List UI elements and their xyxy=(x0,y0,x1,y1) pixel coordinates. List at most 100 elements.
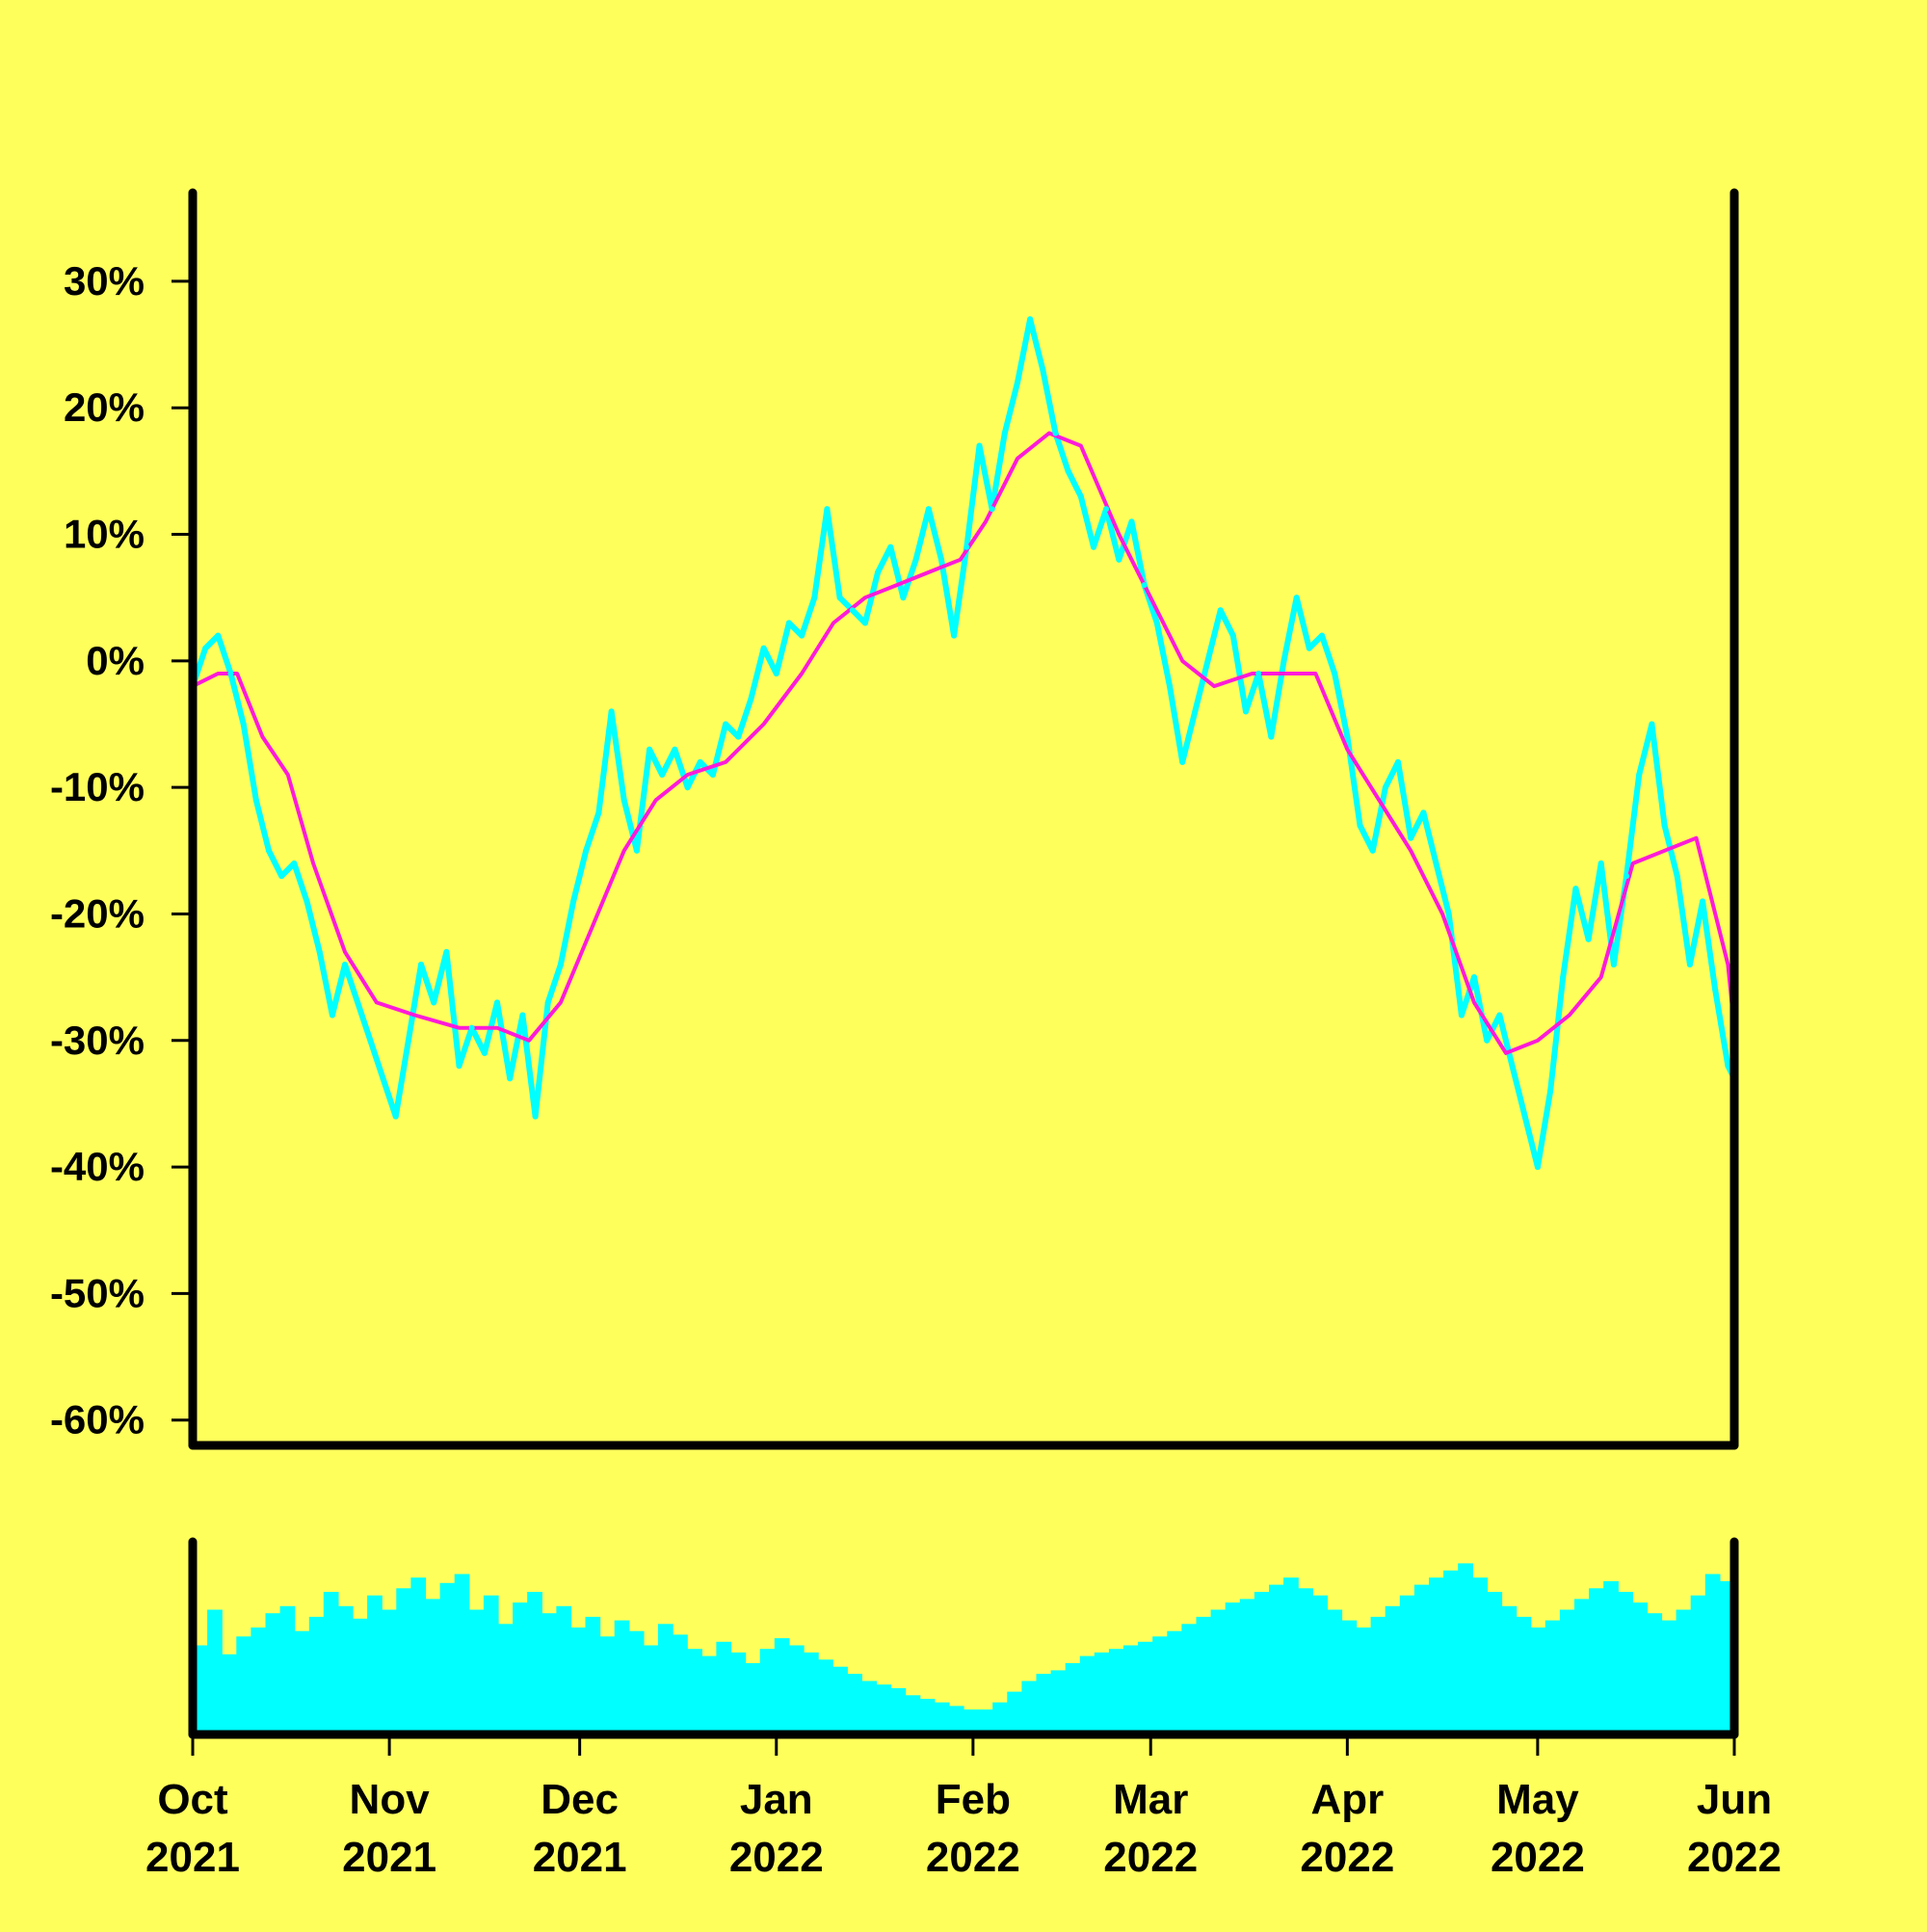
data-point xyxy=(773,671,779,676)
data-point xyxy=(1128,518,1135,525)
data-point xyxy=(468,1024,475,1031)
x-tick-label-year: 2021 xyxy=(342,1834,436,1881)
x-tick-label-month: May xyxy=(1496,1776,1579,1823)
data-point xyxy=(1332,671,1338,676)
volume-bar xyxy=(1269,1584,1284,1734)
volume-bar xyxy=(861,1681,877,1734)
volume-bar xyxy=(367,1595,383,1734)
data-point xyxy=(544,999,551,1006)
data-point xyxy=(1192,708,1199,715)
data-point xyxy=(1572,886,1579,892)
volume-bar xyxy=(483,1595,499,1734)
volume-bar xyxy=(978,1709,993,1734)
volume-bar xyxy=(498,1624,514,1734)
volume-bar xyxy=(527,1592,542,1734)
volume-bar xyxy=(1399,1595,1415,1734)
volume-bar xyxy=(628,1630,645,1734)
data-point xyxy=(1040,366,1046,373)
volume-bar xyxy=(222,1654,237,1735)
volume-bar xyxy=(1108,1649,1124,1734)
data-point xyxy=(367,1037,374,1044)
x-tick-label-month: Jun xyxy=(1697,1776,1772,1823)
data-point xyxy=(1204,657,1211,664)
volume-bar xyxy=(1385,1605,1401,1734)
volume-bar xyxy=(876,1684,892,1734)
data-point xyxy=(1229,632,1236,639)
volume-bar xyxy=(658,1624,673,1734)
data-point xyxy=(1369,847,1376,854)
volume-bar xyxy=(599,1636,616,1735)
data-point xyxy=(1116,556,1122,563)
data-point xyxy=(494,999,500,1006)
data-point xyxy=(1509,1063,1516,1070)
volume-bar xyxy=(818,1659,833,1734)
data-point xyxy=(608,708,615,715)
volume-bar xyxy=(1618,1592,1633,1734)
data-point xyxy=(227,671,234,676)
data-point xyxy=(1027,316,1034,323)
data-point xyxy=(481,1049,488,1056)
volume-bar xyxy=(847,1674,862,1734)
volume-bar xyxy=(1312,1595,1328,1734)
volume-bar xyxy=(745,1663,761,1734)
y-tick-label: -60% xyxy=(50,1397,145,1442)
y-tick-label: -20% xyxy=(50,890,145,936)
volume-bar xyxy=(948,1706,964,1734)
data-point xyxy=(925,506,932,513)
volume-bar xyxy=(337,1605,354,1734)
data-point xyxy=(202,645,209,651)
main-plot-panel: 30% 20% 10% 0% -10% -20% -30% -40% -50% -60% xyxy=(50,188,1739,1450)
volume-bar xyxy=(730,1652,747,1734)
y-tick-label: -40% xyxy=(50,1144,145,1189)
data-point xyxy=(355,999,361,1006)
volume-bar xyxy=(236,1636,251,1735)
volume-bar xyxy=(1341,1620,1358,1734)
data-point xyxy=(735,733,742,740)
data-point xyxy=(976,442,983,449)
y-axis: 30% 20% 10% 0% -10% -20% -30% -40% -50% -60% xyxy=(50,258,191,1442)
x-tick-label-month: Mar xyxy=(1113,1776,1188,1823)
data-point xyxy=(1408,834,1414,841)
volume-bar xyxy=(1225,1602,1241,1734)
volume-bar xyxy=(1196,1616,1212,1734)
x-tick-label-year: 2022 xyxy=(926,1834,1020,1881)
volume-bar xyxy=(556,1605,572,1734)
volume-bar xyxy=(1647,1613,1663,1734)
data-point xyxy=(557,962,564,967)
x-tick-label-year: 2022 xyxy=(1687,1834,1782,1881)
data-point xyxy=(799,632,805,639)
data-point xyxy=(1547,1088,1554,1095)
data-point xyxy=(1077,493,1084,500)
x-tick-label-month: Jan xyxy=(740,1776,813,1823)
data-point xyxy=(1280,657,1287,664)
volume-bar xyxy=(1036,1674,1052,1734)
data-point xyxy=(342,962,348,967)
volume-bar xyxy=(1632,1602,1648,1734)
volume-bar xyxy=(1327,1609,1343,1734)
data-point xyxy=(951,632,958,639)
data-point xyxy=(1052,430,1059,437)
x-tick-label-month: Apr xyxy=(1310,1776,1384,1823)
y-tick-label: 20% xyxy=(64,384,145,430)
volume-bar xyxy=(396,1588,411,1734)
data-point xyxy=(760,645,767,651)
volume-bar xyxy=(541,1613,557,1734)
data-point xyxy=(1484,1037,1491,1044)
data-point xyxy=(1623,873,1630,880)
volume-bar xyxy=(439,1582,456,1735)
data-point xyxy=(1496,1012,1503,1019)
series-line-moving-average xyxy=(192,431,1736,1055)
data-point xyxy=(1534,1164,1541,1171)
data-point xyxy=(1179,758,1186,765)
volume-bar xyxy=(1690,1595,1706,1734)
volume-bar xyxy=(673,1634,688,1734)
volume-bar xyxy=(1487,1592,1503,1734)
data-point xyxy=(1217,607,1224,614)
data-point xyxy=(1649,721,1655,728)
data-point xyxy=(532,1113,539,1120)
data-point xyxy=(418,962,424,967)
x-axis: Oct 2021 Nov 2021 Dec 2021 Jan 2022 Feb 2022 Mar 20… xyxy=(145,1734,1782,1881)
volume-bar xyxy=(468,1609,485,1734)
volume-bar xyxy=(919,1699,936,1734)
